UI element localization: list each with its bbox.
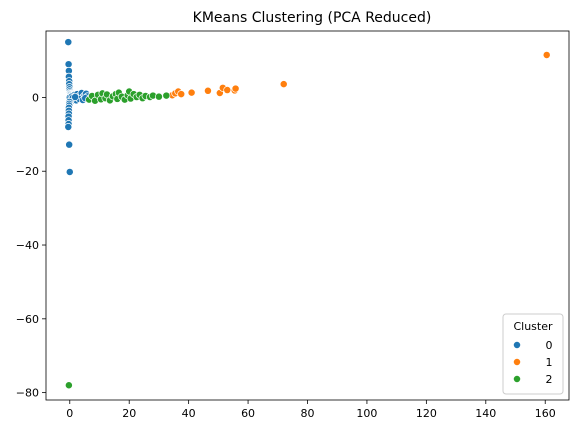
x-tick-label: 100 [356,407,377,420]
cluster-0-point [65,123,72,130]
y-tick-label: −60 [16,313,39,326]
x-tick-label: 40 [182,407,196,420]
legend-label: 2 [546,373,553,386]
x-tick-label: 60 [241,407,255,420]
x-tick-label: 20 [122,407,136,420]
legend-marker-2 [513,375,520,382]
chart-title: KMeans Clustering (PCA Reduced) [193,10,432,26]
y-tick-label: −40 [16,239,39,252]
cluster-1-point [280,81,287,88]
y-axis: 0 −20 −40 −60 −80 [16,91,46,399]
legend-title: Cluster [513,320,553,333]
cluster-1-point [188,89,195,96]
x-tick-label: 140 [475,407,496,420]
y-tick-label: −20 [16,165,39,178]
cluster-1-point [204,87,211,94]
cluster-1-point [178,90,185,97]
x-tick-label: 120 [416,407,437,420]
cluster-2-point [65,382,72,389]
legend-marker-0 [513,341,520,348]
cluster-0-point [65,38,72,45]
legend-marker-1 [513,358,520,365]
x-tick-label: 80 [301,407,315,420]
cluster-0-point [65,61,72,68]
y-tick-label: 0 [32,91,39,104]
cluster-1-point [543,51,550,58]
legend: Cluster 0 1 2 [503,314,563,394]
cluster-2-point [155,93,162,100]
x-axis: 0 20 40 60 80 100 120 140 160 [66,400,555,420]
cluster-0-point [66,168,73,175]
x-tick-label: 160 [535,407,556,420]
cluster-1-point [232,85,239,92]
x-tick-label: 0 [66,407,73,420]
cluster-0-point [66,141,73,148]
cluster-1-point [224,86,231,93]
data-points [65,38,551,388]
y-tick-label: −80 [16,387,39,400]
plot-frame [46,31,569,400]
cluster-2-point [163,92,170,99]
legend-label: 1 [546,356,553,369]
legend-label: 0 [546,339,553,352]
